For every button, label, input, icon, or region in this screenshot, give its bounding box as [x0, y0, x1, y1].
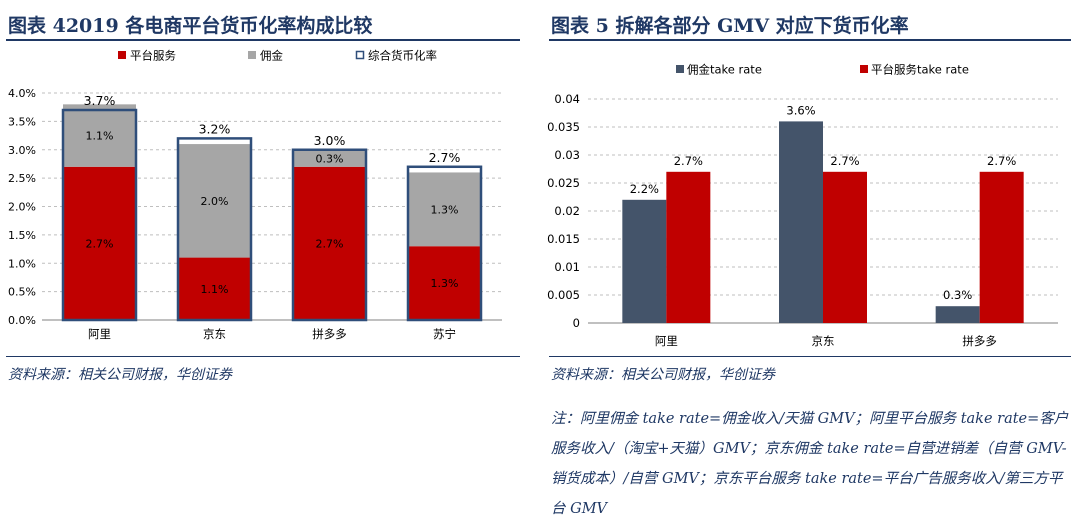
bar-platform-service	[408, 246, 481, 320]
x-tick-label: 拼多多	[962, 334, 997, 348]
bar-commission-take-rate	[622, 199, 667, 323]
left-title-rule	[6, 39, 520, 41]
bar-commission-take-rate	[935, 306, 980, 323]
y-tick-label: 0.035	[547, 120, 580, 134]
right-chart-title: 图表 5 拆解各部分 GMV 对应下货币化率	[551, 15, 909, 37]
bar-platform-service	[178, 257, 251, 320]
data-label: 1.1%	[201, 283, 229, 296]
y-tick-label: 0	[573, 316, 580, 330]
y-tick-label: 3.5%	[8, 115, 36, 128]
legend-label: 平台服务take rate	[871, 63, 969, 77]
bar-total-outline	[291, 148, 368, 322]
data-label: 2.7%	[86, 237, 114, 250]
y-tick-label: 2.5%	[8, 172, 36, 185]
right-title-rule	[549, 39, 1071, 41]
y-tick-label: 0.01	[554, 260, 580, 274]
data-label: 0.3%	[316, 152, 344, 165]
y-tick-label: 4.0%	[8, 87, 36, 100]
legend-swatch	[248, 51, 256, 59]
legend-swatch	[118, 51, 126, 59]
data-label: 2.0%	[201, 195, 229, 208]
y-tick-label: 0.025	[547, 176, 580, 190]
x-tick-label: 京东	[812, 334, 835, 348]
left-chart: 平台服务 佣金 综合货币化率 0.0% 0.5% 1.0% 1.5% 2.0% 2.5% 3.0%…	[8, 49, 502, 341]
legend-label: 佣金	[260, 49, 283, 63]
bar-platform-take-rate	[666, 171, 711, 323]
y-tick-label: 0.015	[547, 232, 580, 246]
data-label: 2.2%	[630, 182, 659, 196]
bar-total-outline	[61, 108, 138, 322]
data-label-total: 2.7%	[429, 150, 461, 165]
data-label-total: 3.7%	[84, 93, 116, 108]
bar-commission	[408, 172, 481, 247]
x-tick-label: 阿里	[88, 327, 111, 341]
y-tick-label: 0.03	[554, 148, 580, 162]
x-tick-label: 阿里	[655, 334, 678, 348]
y-tick-label: 1.5%	[8, 229, 36, 242]
data-label: 2.7%	[987, 154, 1016, 168]
bar-commission	[178, 144, 251, 258]
legend-swatch	[355, 50, 365, 60]
right-chart: 佣金take rate 平台服务take rate 0 0.005 0.01 0.015 0…	[547, 63, 1058, 348]
data-label: 1.1%	[86, 130, 114, 143]
data-label: 0.3%	[943, 288, 972, 302]
bar-platform-take-rate	[979, 171, 1024, 323]
y-tick-label: 1.0%	[8, 257, 36, 270]
footnote: 注：阿里佣金 take rate=佣金收入/天猫 GMV；阿里平台服务 take…	[551, 411, 1069, 517]
y-tick-label: 0.02	[554, 204, 580, 218]
data-label: 2.7%	[674, 154, 703, 168]
data-label: 1.3%	[431, 203, 459, 216]
data-label-total: 3.0%	[314, 133, 346, 148]
legend-label: 佣金take rate	[687, 63, 762, 77]
data-label: 3.6%	[786, 103, 815, 117]
y-tick-label: 2.0%	[8, 201, 36, 214]
bar-platform-service	[293, 166, 366, 320]
bar-platform-take-rate	[823, 171, 867, 323]
legend-label: 平台服务	[130, 49, 176, 63]
bar-commission	[63, 104, 136, 167]
right-source: 资料来源：相关公司财报，华创证券	[551, 367, 775, 383]
right-source-rule	[549, 356, 1071, 357]
y-tick-label: 0.0%	[8, 314, 36, 327]
y-tick-label: 0.5%	[8, 286, 36, 299]
x-tick-label: 京东	[203, 327, 226, 341]
data-label: 1.3%	[431, 277, 459, 290]
data-label: 2.7%	[316, 237, 344, 250]
legend-label: 综合货币化率	[368, 49, 437, 63]
x-tick-label: 拼多多	[312, 327, 347, 341]
left-source: 资料来源：相关公司财报，华创证券	[8, 367, 232, 383]
legend-swatch	[676, 65, 684, 73]
x-tick-label: 苏宁	[433, 327, 456, 341]
y-tick-label: 0.005	[547, 288, 580, 302]
bar-commission	[293, 149, 366, 167]
bar-commission-take-rate	[779, 121, 823, 324]
bar-total-outline	[406, 165, 483, 322]
y-tick-label: 3.0%	[8, 144, 36, 157]
legend-swatch	[860, 65, 868, 73]
bar-platform-service	[63, 166, 136, 320]
y-tick-label: 0.04	[554, 92, 580, 106]
data-label-total: 3.2%	[199, 121, 231, 136]
data-label: 2.7%	[830, 154, 859, 168]
left-source-rule	[6, 356, 520, 357]
left-chart-title: 图表 42019 各电商平台货币化率构成比较	[8, 15, 373, 37]
bar-total-outline	[176, 137, 253, 322]
